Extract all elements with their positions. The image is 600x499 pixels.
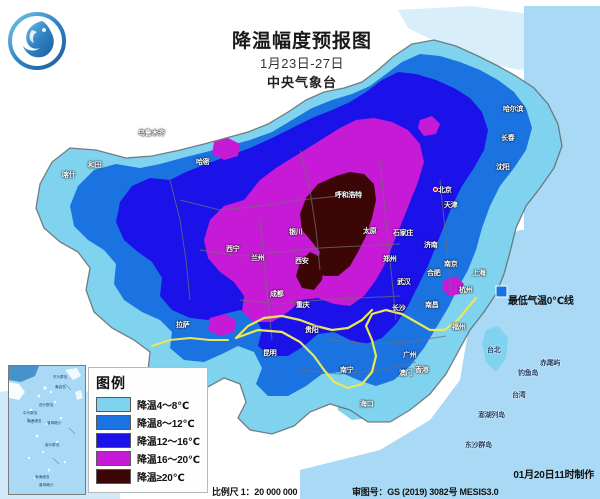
legend-swatch [96,469,131,484]
legend-label: 降温8～12℃ [137,419,195,430]
legend-swatch [96,415,131,430]
svg-text:东沙群岛: 东沙群岛 [53,374,68,379]
legend-swatch [96,397,131,412]
isotherm-0c-line-west [151,336,229,347]
svg-text:南海诸岛: 南海诸岛 [35,474,50,479]
legend-swatch [96,451,131,466]
temperature-drop-regions [36,40,562,434]
legend-label: 降温16～20℃ [137,455,200,466]
province-boundaries [35,39,563,435]
svg-text:曾母暗沙: 曾母暗沙 [47,420,62,425]
production-time: 01月20日11时制作 [513,470,594,481]
isotherm-annotation: 最低气温0℃线 [508,296,574,307]
legend-row: 降温4～8℃ [96,396,201,413]
legend-row: 降温12～16℃ [96,432,201,449]
svg-text:南海诸岛: 南海诸岛 [27,418,42,423]
map-approval-number: 审图号：GS (2019) 3082号 MESIS3.0 [352,487,499,497]
capital-city-dot [433,187,438,192]
legend-row: 降温16～20℃ [96,450,201,467]
legend-label: 降温4～8℃ [137,401,190,412]
svg-text:西沙群岛: 西沙群岛 [39,402,54,407]
svg-text:南沙群岛: 南沙群岛 [45,442,60,447]
cma-dragon-logo [8,12,66,70]
svg-text:黄岩岛: 黄岩岛 [55,384,66,389]
legend-box: 图例 降温4～8℃ 降温8～12℃ 降温12～16℃ 降温16～20℃ 降温≥20℃ [88,367,208,493]
map-scale: 比例尺 1：20 000 000 [212,487,298,497]
legend-row: 降温8～12℃ [96,414,201,431]
legend-label: 降温12～16℃ [137,437,200,448]
legend-row: 降温≥20℃ [96,468,201,485]
legend-rows: 降温4～8℃ 降温8～12℃ 降温12～16℃ 降温16～20℃ 降温≥20℃ [96,396,201,485]
svg-text:曾母暗沙: 曾母暗沙 [39,482,54,487]
south-china-sea-inset: 东沙群岛 黄岩岛 西沙群岛 中沙群岛 南海诸岛 曾母暗沙 南沙群岛 南海诸岛 曾… [8,365,86,495]
legend-label: 降温≥20℃ [137,473,185,484]
svg-text:中沙群岛: 中沙群岛 [23,410,38,415]
isotherm-marker [495,285,508,298]
legend-swatch [96,433,131,448]
legend-title: 图例 [96,375,126,391]
isotherm-0c-line [234,296,478,390]
